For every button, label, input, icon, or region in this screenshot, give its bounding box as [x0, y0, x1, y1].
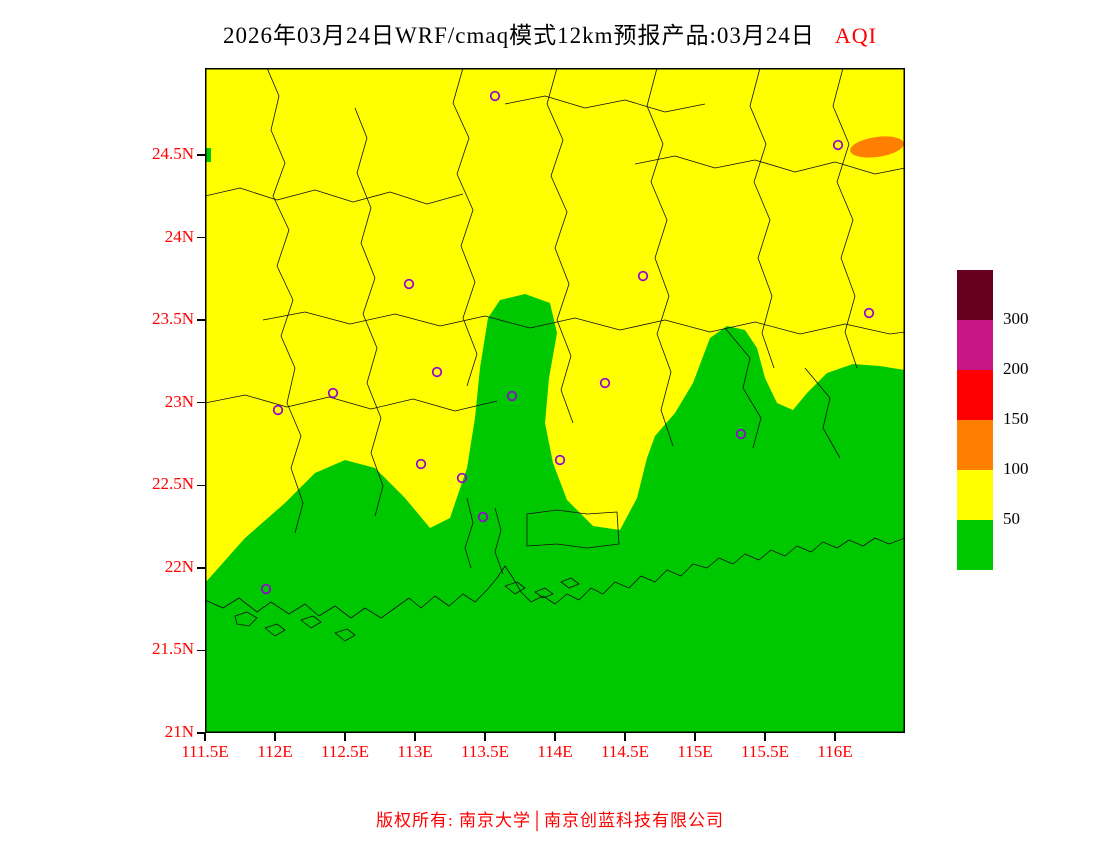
map-canvas [205, 68, 905, 733]
lon-label: 114.5E [600, 742, 649, 761]
legend-label: 200 [1003, 359, 1029, 378]
station-marker [832, 139, 844, 151]
aqi-orange-patch [850, 136, 904, 158]
page-title: 2026年03月24日WRF/cmaq模式12km预报产品:03月24日 AQI [0, 16, 1100, 50]
lat-label: 21.5N [151, 639, 194, 659]
legend-label: 300 [1003, 309, 1029, 328]
map-plot [205, 68, 905, 733]
lon-tick [554, 733, 556, 741]
lat-label: 24.5N [151, 144, 194, 163]
lon-tick [694, 733, 696, 741]
title-variable: AQI [834, 23, 877, 48]
lat-label: 22.5N [151, 474, 194, 494]
station-marker [403, 278, 415, 290]
aqi-green-region [205, 294, 905, 733]
map-border [205, 68, 905, 733]
lon-tick [834, 733, 836, 741]
station-marker [554, 454, 566, 466]
lon-tick [344, 733, 346, 741]
station-marker [863, 307, 875, 319]
aqi-green-sliver [205, 148, 211, 162]
station-marker [272, 404, 284, 416]
lon-tick [764, 733, 766, 741]
copyright-text: 版权所有: 南京大学│南京创蓝科技有限公司 [375, 811, 725, 830]
legend-label: 150 [1003, 409, 1029, 428]
station-marker [415, 458, 427, 470]
legend-swatch [957, 370, 993, 420]
station-marker [327, 387, 339, 399]
legend-swatch [957, 320, 993, 370]
legend-swatch [957, 270, 993, 320]
lon-label: 114E [537, 742, 573, 761]
lat-label: 24N [164, 226, 194, 246]
station-marker [260, 583, 272, 595]
lon-tick [624, 733, 626, 741]
legend-label: 50 [1003, 509, 1020, 528]
station-marker [489, 90, 501, 102]
station-markers [260, 90, 875, 595]
legend-swatch [957, 470, 993, 520]
lat-label: 23.5N [151, 309, 194, 329]
station-marker [506, 390, 518, 402]
lon-tick [274, 733, 276, 741]
admin-boundaries [205, 68, 905, 642]
lon-label: 115E [677, 742, 713, 761]
legend-swatch [957, 520, 993, 570]
lat-tick [197, 401, 205, 404]
station-marker [456, 472, 468, 484]
lon-label: 113.5E [460, 742, 509, 761]
lat-tick [197, 236, 205, 239]
lon-tick [484, 733, 486, 741]
legend-label: 100 [1003, 459, 1029, 478]
lat-label: 21N [164, 721, 194, 741]
lon-label: 113E [397, 742, 433, 761]
lon-label: 111.5E [181, 742, 229, 761]
lat-label: 23N [164, 391, 194, 411]
lat-tick [197, 484, 205, 487]
station-marker [431, 366, 443, 378]
lat-tick [197, 319, 205, 321]
lon-label: 112E [257, 742, 293, 761]
lon-label: 115.5E [740, 742, 789, 761]
station-marker [637, 270, 649, 282]
lat-tick [197, 567, 205, 569]
lat-tick [197, 732, 205, 734]
station-marker [735, 428, 747, 440]
lat-tick [197, 154, 205, 156]
lon-tick [414, 733, 416, 741]
lon-label: 112.5E [320, 742, 369, 761]
lat-label: 22N [164, 556, 194, 576]
lon-label: 116E [817, 742, 853, 761]
station-marker [477, 511, 489, 523]
legend-swatch [957, 420, 993, 470]
title-text: 2026年03月24日WRF/cmaq模式12km预报产品:03月24日 [223, 23, 815, 48]
station-marker [599, 377, 611, 389]
lon-tick [204, 733, 206, 741]
lat-tick [197, 649, 205, 652]
